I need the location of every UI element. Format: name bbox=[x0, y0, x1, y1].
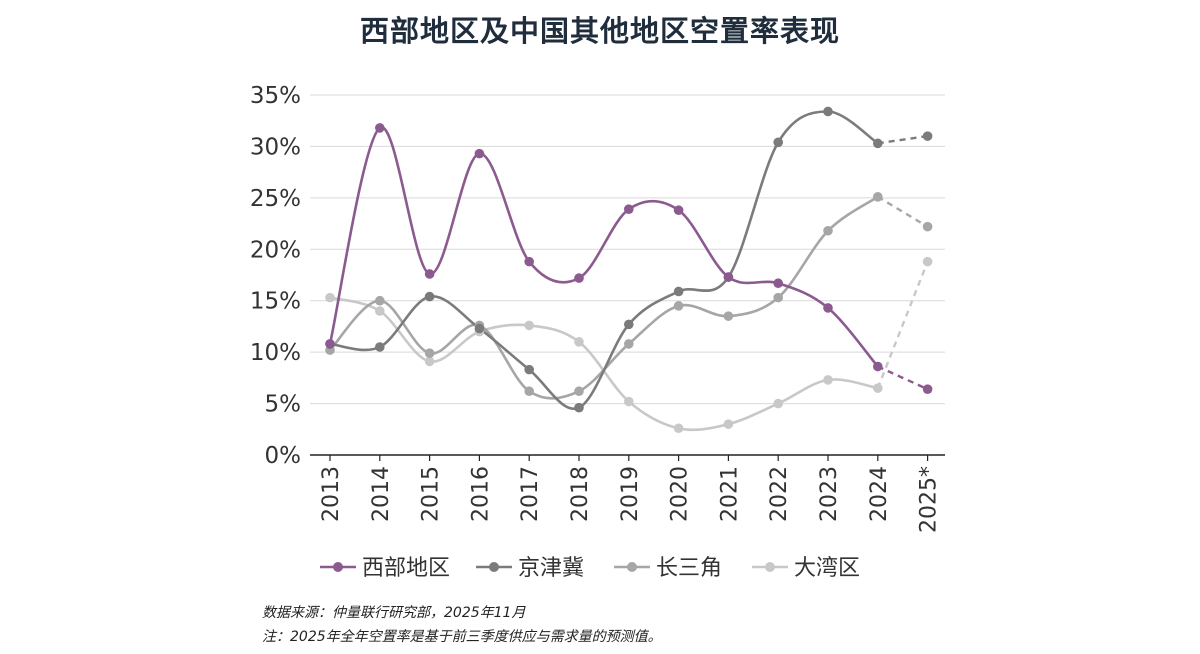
series-forecast-line bbox=[877, 195, 929, 228]
data-point bbox=[624, 339, 634, 349]
data-point bbox=[574, 273, 584, 283]
x-tick-label: 2014 bbox=[369, 466, 394, 522]
series-forecast-line bbox=[877, 134, 928, 145]
data-point bbox=[773, 137, 783, 148]
legend-marker bbox=[627, 562, 637, 572]
series-line bbox=[328, 195, 880, 400]
data-point bbox=[823, 303, 833, 313]
legend-marker bbox=[333, 562, 343, 572]
footnote-note: 注：2025年全年空置率是基于前三季度供应与需求量的预测值。 bbox=[262, 629, 662, 645]
y-tick-label: 5% bbox=[265, 392, 302, 418]
data-point bbox=[624, 319, 634, 330]
series-line bbox=[328, 126, 880, 368]
legend-label: 京津冀 bbox=[518, 556, 584, 581]
data-point bbox=[574, 386, 584, 397]
data-point bbox=[773, 398, 783, 409]
series-points bbox=[325, 106, 933, 434]
y-tick-label: 35% bbox=[250, 83, 301, 109]
x-tick-label: 2019 bbox=[618, 466, 643, 522]
data-point bbox=[624, 396, 634, 407]
x-tick-label: 2024 bbox=[867, 466, 892, 522]
series-line bbox=[328, 296, 880, 432]
series-forecast-line bbox=[877, 365, 929, 391]
data-point bbox=[922, 256, 933, 267]
x-tick-label: 2016 bbox=[468, 466, 493, 522]
data-point bbox=[424, 291, 435, 302]
data-point bbox=[773, 292, 783, 303]
data-point bbox=[375, 342, 385, 352]
legend-label: 长三角 bbox=[656, 556, 722, 581]
series-line bbox=[328, 110, 880, 411]
series-forecast-line bbox=[876, 261, 929, 389]
data-point bbox=[773, 278, 783, 289]
x-tick-label: 2025* bbox=[917, 466, 942, 533]
data-point bbox=[375, 295, 385, 306]
data-point bbox=[524, 386, 534, 397]
legend-marker bbox=[765, 562, 775, 572]
x-tick-label: 2021 bbox=[717, 466, 742, 522]
data-point bbox=[524, 256, 534, 267]
y-tick-label: 10% bbox=[250, 340, 301, 366]
data-point bbox=[922, 131, 933, 141]
x-tick-label: 2017 bbox=[518, 466, 543, 522]
data-point bbox=[574, 337, 584, 347]
data-point bbox=[873, 383, 883, 393]
data-point bbox=[673, 301, 684, 311]
legend-marker bbox=[489, 562, 499, 572]
data-point bbox=[375, 123, 385, 133]
x-tick-label: 2023 bbox=[817, 466, 842, 522]
data-point bbox=[723, 311, 734, 321]
data-point bbox=[325, 292, 335, 303]
data-point bbox=[624, 204, 634, 214]
data-point bbox=[823, 106, 833, 117]
data-point bbox=[823, 375, 833, 385]
data-point bbox=[474, 148, 485, 159]
data-point bbox=[325, 339, 335, 349]
data-point bbox=[474, 323, 485, 334]
y-tick-label: 0% bbox=[265, 443, 302, 469]
data-point bbox=[424, 269, 435, 279]
chart-title: 西部地区及中国其他地区空置率表现 bbox=[359, 14, 840, 48]
data-point bbox=[922, 221, 933, 232]
legend: 西部地区 京津冀 长三角 大湾区 bbox=[320, 556, 860, 581]
data-point bbox=[673, 205, 684, 215]
data-point bbox=[673, 423, 684, 434]
data-point bbox=[723, 272, 734, 282]
data-point bbox=[524, 320, 534, 331]
data-point bbox=[673, 286, 684, 297]
data-point bbox=[823, 225, 833, 236]
data-point bbox=[574, 402, 584, 413]
data-point bbox=[873, 192, 883, 202]
data-point bbox=[723, 419, 734, 429]
y-tick-label: 15% bbox=[250, 289, 301, 315]
x-tick-label: 2018 bbox=[568, 466, 593, 522]
legend-label: 西部地区 bbox=[362, 556, 450, 581]
data-point bbox=[873, 361, 883, 372]
data-point bbox=[922, 384, 933, 394]
data-point bbox=[424, 348, 435, 358]
y-tick-label: 30% bbox=[250, 134, 301, 160]
data-point bbox=[873, 138, 883, 149]
y-tick-label: 20% bbox=[250, 237, 301, 263]
gridlines bbox=[310, 94, 945, 405]
y-tick-label: 25% bbox=[250, 186, 301, 212]
x-tick-label: 2015 bbox=[419, 466, 444, 522]
data-point bbox=[375, 306, 385, 316]
series-lines bbox=[328, 110, 929, 432]
data-point bbox=[524, 364, 534, 375]
legend-label: 大湾区 bbox=[794, 556, 860, 581]
footnote-source: 数据来源：仲量联行研究部，2025年11月 bbox=[262, 605, 526, 621]
data-point bbox=[424, 356, 435, 367]
x-tick-label: 2020 bbox=[668, 466, 693, 522]
x-tick-label: 2022 bbox=[767, 466, 792, 522]
axes: 0% 5% 10% 15% 20% 25% 30% 35% 2013 2014 2015 2016 20… bbox=[250, 83, 945, 533]
x-tick-label: 2013 bbox=[319, 466, 344, 522]
